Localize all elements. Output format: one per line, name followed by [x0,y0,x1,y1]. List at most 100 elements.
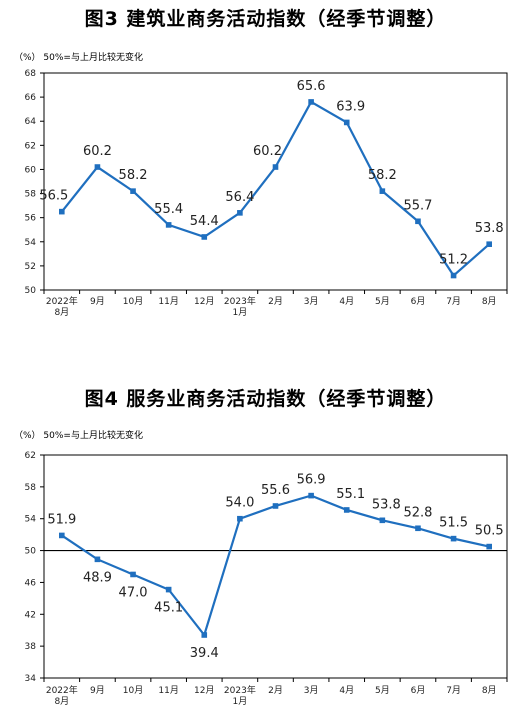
data-label: 55.4 [154,202,183,217]
x-tick-label-line: 3月 [304,685,319,696]
x-tick-label-line: 5月 [375,685,390,696]
data-label: 56.5 [39,189,68,204]
data-point [379,517,386,524]
x-tick-label-line: 8月 [54,696,69,707]
data-point [343,507,350,513]
y-tick-label: 42 [25,610,36,620]
data-point [450,272,457,279]
x-tick-label-line: 3月 [304,296,319,307]
data-point [165,586,172,593]
y-tick-label: 66 [25,93,37,103]
x-tick-label: 8月 [482,685,497,696]
data-label: 50.5 [475,524,504,539]
x-tick-label: 7月 [446,685,461,696]
data-label: 51.9 [47,512,76,527]
data-point [450,535,457,542]
x-tick-label-line: 2023年 [224,684,256,696]
x-tick-label: 5月 [375,296,390,307]
x-tick-label-line: 11月 [158,296,178,307]
chart-title: 图4 服务业商务活动指数（经季节调整） [84,388,447,410]
data-point [343,119,350,126]
y-tick-label: 62 [25,451,36,461]
x-tick-label-line: 1月 [233,307,248,318]
chart-title: 图3 建筑业商务活动指数（经季节调整） [84,8,447,30]
data-label: 65.6 [297,79,326,94]
x-tick-label: 11月 [158,685,178,696]
data-point [415,218,421,225]
data-label: 51.5 [439,516,468,531]
data-point [486,543,492,550]
data-label: 48.9 [83,570,112,585]
x-tick-label: 2月 [268,685,283,696]
data-point [272,164,279,170]
x-tick-label-line: 8月 [482,296,497,307]
y-tick-label: 50 [25,547,37,557]
data-point [94,164,101,170]
plot-frame [43,454,508,679]
x-tick-label-line: 11月 [158,685,178,696]
data-label: 47.0 [119,585,148,600]
data-label: 39.4 [190,646,219,661]
x-tick-label-line: 2月 [268,296,283,307]
x-tick-label: 2月 [268,296,283,307]
x-tick-label-line: 2022年 [46,684,78,696]
data-label: 52.8 [403,505,432,520]
y-tick-label: 50 [25,286,37,296]
x-tick-label: 2023年 1月 [224,684,256,707]
x-tick-label: 2022年 8月 [46,684,78,707]
y-tick-label: 62 [25,141,36,151]
data-point [59,208,65,215]
x-tick-label: 3月 [304,296,319,307]
data-label: 54.0 [225,496,254,511]
x-tick-label: 6月 [411,685,426,696]
data-point [201,632,208,638]
x-tick-label-line: 6月 [411,685,426,696]
data-point [130,188,136,194]
x-tick-label: 12月 [194,685,214,696]
data-point [486,241,492,247]
data-label: 60.2 [83,144,112,159]
x-tick-label-line: 4月 [339,685,354,696]
y-tick-label: 60 [25,165,37,175]
x-tick-label: 9月 [90,296,105,307]
x-tick-label: 2023年 1月 [224,295,256,318]
data-label: 55.6 [261,483,290,498]
x-tick-label-line: 1月 [233,696,248,707]
y-axis-label: （%） 50%=与上月比较无变化 [14,431,143,441]
x-tick-label-line: 5月 [375,296,390,307]
data-point [165,222,172,228]
data-label: 56.9 [297,473,326,488]
data-label: 58.2 [119,168,148,183]
x-tick-label-line: 8月 [482,685,497,696]
data-point [201,234,208,240]
y-tick-label: 54 [25,238,37,248]
x-tick-label-line: 12月 [194,296,214,307]
data-label: 55.1 [336,487,365,502]
y-tick-label: 38 [25,642,37,652]
y-tick-label: 64 [25,117,37,127]
data-label: 45.1 [154,601,183,616]
y-tick-label: 52 [25,262,36,272]
x-tick-label-line: 4月 [339,296,354,307]
data-point [415,525,421,532]
data-label: 60.2 [253,144,282,159]
x-tick-label: 5月 [375,685,390,696]
x-tick-label-line: 10月 [123,685,143,696]
y-tick-label: 68 [25,69,37,79]
x-tick-label: 6月 [411,296,426,307]
y-tick-label: 46 [25,578,37,588]
x-tick-label-line: 8月 [54,307,69,318]
x-tick-label: 4月 [339,296,354,307]
x-tick-label: 4月 [339,685,354,696]
x-tick-label: 10月 [123,685,143,696]
y-tick-label: 58 [25,483,37,493]
data-label: 55.7 [403,198,432,213]
x-tick-label-line: 2月 [268,685,283,696]
data-point [130,571,136,578]
x-tick-label: 11月 [158,296,178,307]
x-tick-label-line: 7月 [446,296,461,307]
x-tick-label-line: 9月 [90,685,105,696]
x-tick-label-line: 10月 [123,296,143,307]
